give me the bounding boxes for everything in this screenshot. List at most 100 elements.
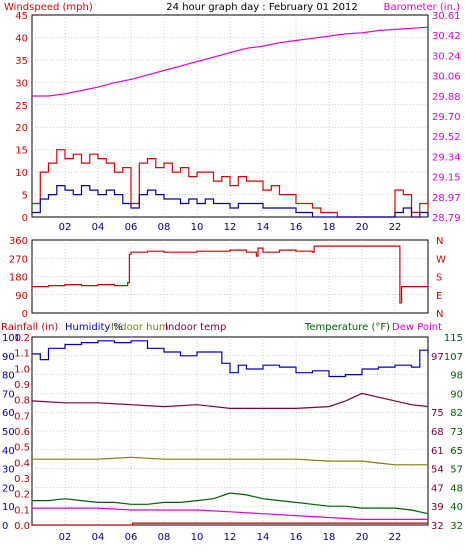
dew_point-line <box>32 507 428 520</box>
x-tick-label: 16 <box>290 222 303 233</box>
direction-line <box>32 245 428 304</box>
windspeed-tick-label: 45 <box>15 11 28 22</box>
temperature-line <box>32 492 429 515</box>
humidity-tick-label: 100 <box>2 333 21 344</box>
x-tick-label: 06 <box>125 532 138 543</box>
windspeed-tick-label: 30 <box>15 78 28 89</box>
temperature-tick-label: 57 <box>450 465 463 476</box>
rainfall-tick-label: 1.1 <box>14 349 30 360</box>
barometer-tick-label: 29.15 <box>432 173 461 184</box>
compass-tick-label: N <box>436 236 443 247</box>
barometer-tick-label: 29.34 <box>432 152 461 163</box>
temperature-tick-label: 98 <box>450 371 463 382</box>
temperature-humidity-panel: Rainfall (in) Humidity %Indoor humIndoor … <box>1 322 463 543</box>
x-tick-label: 20 <box>356 532 369 543</box>
humidity-tick-label: 20 <box>2 483 15 494</box>
x-tick-label: 12 <box>224 532 237 543</box>
compass-tick-label: N <box>436 309 443 320</box>
rain_label: Rainfall (in) <box>1 322 58 333</box>
x-tick-label: 10 <box>191 222 204 233</box>
indoor-temp-tick-label: 97 <box>431 352 444 363</box>
rainfall-tick-label: 0.6 <box>14 427 30 438</box>
avg-wind-line <box>32 185 429 218</box>
indoor-temp-tick-label: 54 <box>431 465 444 476</box>
temperature-tick-label: 90 <box>450 389 463 400</box>
humidity-tick-label: 50 <box>2 427 15 438</box>
humidity-line <box>32 340 429 378</box>
barometer-tick-label: 30.61 <box>432 11 461 22</box>
rainfall-tick-label: 0.1 <box>14 505 30 516</box>
rainfall-tick-label: 0.4 <box>14 458 30 469</box>
direction-tick-label: 270 <box>9 254 28 265</box>
temperature-tick-label: 115 <box>444 333 463 344</box>
indoor-temp-tick-label: 47 <box>431 483 444 494</box>
windspeed-tick-label: 40 <box>15 33 28 44</box>
windspeed-tick-label: 5 <box>22 191 28 202</box>
x-tick-label: 22 <box>389 222 402 233</box>
windspeed-tick-label: 10 <box>15 168 28 179</box>
x-tick-label: 14 <box>257 532 270 543</box>
inhum_label: Indoor hum <box>111 322 169 333</box>
rainfall-tick-label: 1.0 <box>14 364 30 375</box>
dew_label: Dew Point <box>392 322 442 333</box>
rainfall-tick-label: 0.5 <box>14 443 30 454</box>
x-tick-label: 02 <box>59 532 72 543</box>
indoor-temp-tick-label: 39 <box>431 502 444 513</box>
x-tick-label: 04 <box>92 222 105 233</box>
wind-barometer-panel: 45 40 35 30 25 20 15 10 5 0 30.61 30.42 30.24 30.06 29… <box>15 11 460 233</box>
chart-title: 24 hour graph day : February 01 2012 <box>166 2 357 13</box>
x-tick-label: 02 <box>59 222 72 233</box>
temperature-tick-label: 82 <box>450 408 463 419</box>
humidity-tick-label: 0 <box>2 521 8 532</box>
indoor-temp-tick-label: 75 <box>431 408 444 419</box>
x-tick-label: 18 <box>323 532 336 543</box>
windspeed-tick-label: 0 <box>22 213 28 224</box>
rainfall-tick-label: 0.3 <box>14 474 30 485</box>
compass-tick-label: W <box>436 254 446 265</box>
windspeed-tick-label: 20 <box>15 123 28 134</box>
rainfall-tick-label: 1.2 <box>14 333 30 344</box>
x-tick-label: 22 <box>389 532 402 543</box>
rainfall-tick-label: 0.2 <box>14 490 30 501</box>
rainfall-line <box>32 522 428 526</box>
barometer-tick-label: 29.88 <box>432 92 461 103</box>
x-tick-label: 04 <box>92 532 105 543</box>
indoor-temp-tick-label: 32 <box>431 521 444 532</box>
compass-tick-label: E <box>436 291 442 302</box>
direction-tick-label: 0 <box>22 309 28 320</box>
x-tick-label: 08 <box>158 532 171 543</box>
indoor-temp-tick-label: 61 <box>431 446 444 457</box>
x-tick-label: 08 <box>158 222 171 233</box>
temperature-tick-label: 107 <box>444 352 463 363</box>
humidity-tick-label: 90 <box>2 352 15 363</box>
humidity-tick-label: 30 <box>2 465 15 476</box>
rainfall-tick-label: 0.7 <box>14 411 30 422</box>
barometer-axis-label: Barometer (in.) <box>384 2 460 13</box>
temperature-tick-label: 32 <box>450 521 463 532</box>
barometer-tick-label: 28.79 <box>432 213 461 224</box>
barometer-tick-label: 29.52 <box>432 132 461 143</box>
indoor_humidity-line <box>32 456 428 466</box>
rainfall-tick-label: 0.9 <box>14 380 30 391</box>
barometer-tick-label: 28.97 <box>432 193 461 204</box>
compass-tick-label: S <box>436 273 442 284</box>
x-tick-label: 12 <box>224 222 237 233</box>
x-tick-label: 18 <box>323 222 336 233</box>
direction-tick-label: 180 <box>9 273 28 284</box>
temp_label: Temperature (°F) <box>304 322 390 333</box>
intemp_label: Indoor temp <box>165 322 226 333</box>
x-tick-label: 16 <box>290 532 303 543</box>
windspeed-axis-label: Windspeed (mph) <box>4 2 93 13</box>
humidity-tick-label: 70 <box>2 389 15 400</box>
rainfall-tick-label: 0.8 <box>14 396 30 407</box>
indoor-temp-tick-label: 68 <box>431 427 444 438</box>
windspeed-tick-label: 25 <box>15 101 28 112</box>
indoor_temp-line <box>31 392 429 409</box>
hum_label: Humidity % <box>65 322 123 333</box>
temperature-tick-label: 73 <box>450 427 463 438</box>
temperature-tick-label: 40 <box>450 502 463 513</box>
humidity-tick-label: 60 <box>2 408 15 419</box>
x-tick-label: 06 <box>125 222 138 233</box>
